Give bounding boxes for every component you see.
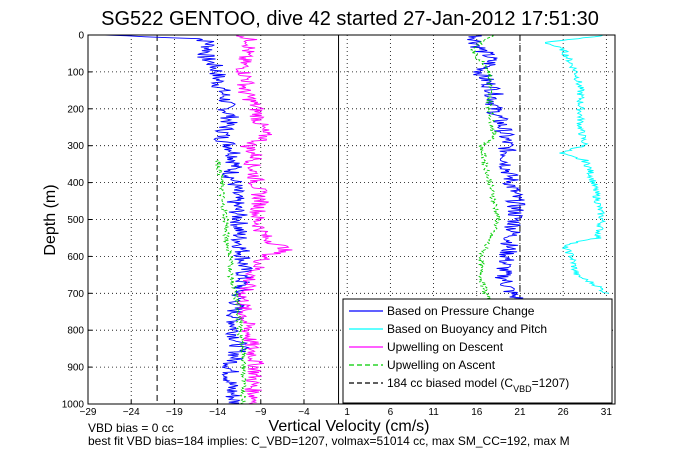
y-tick-label: 1000 [62, 400, 85, 411]
x-tick-label: −9 [255, 407, 267, 418]
x-tick-label: 6 [388, 407, 394, 418]
series-line [545, 34, 610, 294]
grid-lines [87, 34, 615, 405]
x-tick-label: −4 [298, 407, 310, 418]
x-tick-label: 1 [344, 407, 350, 418]
x-tick-label: 16 [471, 407, 483, 418]
y-tick-label: 500 [67, 215, 84, 226]
series-line [214, 160, 248, 405]
reference-lines [156, 35, 521, 404]
legend-label: 184 cc biased model (CVBD=1207) [387, 376, 569, 394]
y-tick-label: 700 [67, 289, 84, 300]
x-tick-label: −14 [209, 407, 226, 418]
series-lines [105, 34, 610, 405]
y-tick-label: 600 [67, 252, 84, 263]
y-tick-label: 200 [67, 104, 84, 115]
x-tick-label: −24 [123, 407, 140, 418]
legend-label: Upwelling on Ascent [387, 358, 496, 372]
y-tick-label: 300 [67, 141, 84, 152]
x-tick-label: 26 [558, 407, 570, 418]
series-line [467, 34, 526, 302]
legend-label: Upwelling on Descent [387, 340, 504, 354]
x-tick-label: 11 [428, 407, 439, 418]
y-tick-label: 900 [67, 363, 84, 374]
legend-label: Based on Pressure Change [387, 304, 535, 318]
x-axis-label: Vertical Velocity (cm/s) [269, 418, 430, 435]
legend: Based on Pressure Change Based on Buoyanc… [342, 298, 613, 404]
x-tick-label: −19 [166, 407, 183, 418]
y-tick-label: 100 [67, 67, 84, 78]
legend-box [342, 298, 613, 404]
x-tick-label: 31 [601, 407, 613, 418]
series-line [105, 34, 254, 405]
series-line [235, 34, 293, 405]
y-tick-label: 400 [67, 178, 84, 189]
best-fit-note: best fit VBD bias=184 implies: C_VBD=120… [88, 434, 570, 448]
y-tick-label: 0 [78, 31, 84, 42]
y-tick-label: 800 [67, 326, 84, 337]
x-tick-label: 21 [514, 407, 526, 418]
chart-title: SG522 GENTOO, dive 42 started 27-Jan-201… [101, 8, 599, 30]
vbd-bias-note: VBD bias = 0 cc [88, 421, 174, 435]
legend-label: Based on Buoyancy and Pitch [387, 322, 547, 336]
x-tick-label: −29 [80, 407, 97, 418]
y-axis-label: Depth (m) [42, 184, 59, 255]
